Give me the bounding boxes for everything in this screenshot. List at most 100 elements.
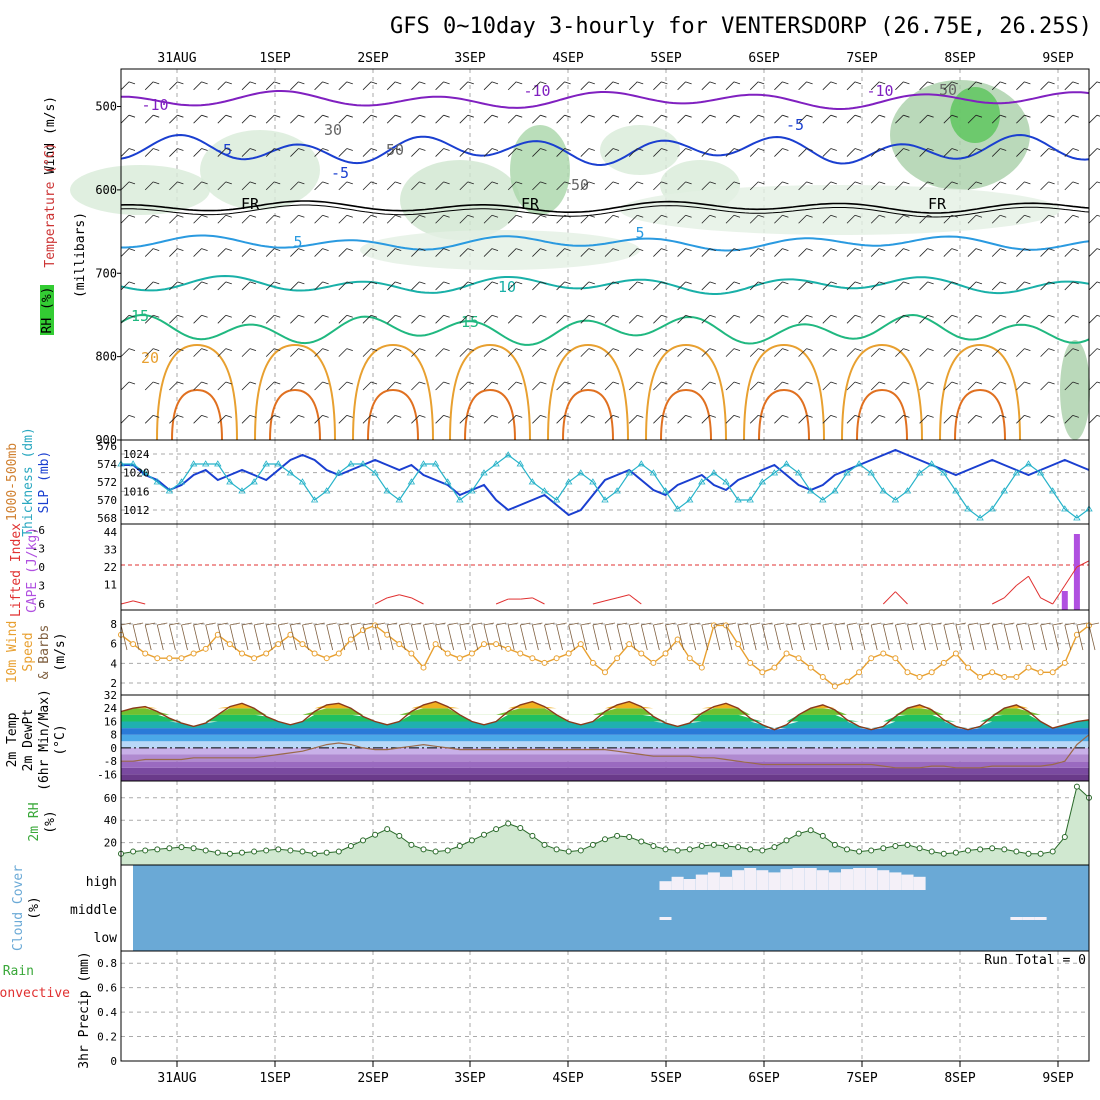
wind-barb — [1088, 381, 1098, 391]
wind-barb — [895, 214, 904, 224]
wind-speed-point — [299, 641, 306, 648]
wind-barb — [516, 214, 523, 218]
wind-barb — [193, 281, 202, 291]
wind-barb — [967, 281, 977, 291]
wind-barb — [951, 248, 958, 251]
thickness-point — [601, 496, 609, 503]
surface-wind-barb — [604, 622, 616, 626]
thickness-tick-label: 576 — [97, 440, 117, 453]
high-cloud-bar — [720, 876, 732, 890]
high-cloud-bar — [841, 869, 853, 890]
wind-barb — [322, 248, 329, 251]
wind-speed-point — [335, 650, 342, 657]
wind-barb — [604, 348, 614, 357]
surface-wind-barb — [1088, 622, 1100, 626]
thickness-point — [988, 505, 996, 512]
surface-wind-barb — [144, 624, 152, 651]
wind-barb — [612, 314, 620, 318]
high-cloud-bar — [913, 876, 926, 890]
wind-barb — [1016, 381, 1025, 391]
lifted-index-segment — [895, 591, 908, 605]
wind-barb — [951, 81, 958, 85]
wind-barb — [798, 415, 807, 424]
wind-barb — [516, 281, 523, 285]
wind-barb — [677, 281, 686, 291]
contour-label: -10 — [523, 82, 550, 100]
wind-barb — [483, 81, 493, 91]
wind-barb — [854, 281, 862, 285]
wind-barb — [1064, 181, 1074, 191]
wind-barb — [758, 214, 765, 218]
thickness-tick-label: 568 — [97, 512, 117, 525]
rh-point — [239, 849, 245, 856]
wind-barb — [1064, 381, 1074, 391]
wind-barb — [1000, 81, 1007, 85]
wind-barb — [782, 214, 789, 218]
wind-barb — [274, 281, 281, 285]
panel-ylabel: Speed — [21, 632, 36, 671]
wind-barb — [991, 248, 1001, 257]
surface-wind-barb — [701, 624, 709, 651]
wind-barb — [685, 114, 692, 118]
thickness-point — [1012, 469, 1021, 476]
rh-point — [856, 848, 863, 855]
wind-barb — [604, 281, 614, 291]
surface-wind-barb — [519, 624, 527, 651]
surface-wind-barb — [1028, 624, 1035, 651]
wind-barb — [153, 381, 160, 385]
wind-barb — [1000, 248, 1007, 251]
surface-wind-barb — [556, 622, 567, 626]
wind-speed-point — [807, 664, 814, 671]
wind-speed-point — [541, 659, 548, 666]
pressure-tick-label: 900 — [95, 433, 117, 447]
high-cloud-bar — [804, 868, 817, 890]
precip-label-convective: Convective — [0, 986, 70, 1001]
wind-barb — [1048, 314, 1055, 318]
wind-barb — [580, 348, 590, 357]
wind-barb — [758, 248, 765, 251]
wind-barb — [1088, 415, 1098, 424]
wind-barb — [395, 314, 402, 318]
wind-barb — [967, 114, 977, 124]
wind-barb — [943, 81, 953, 91]
wind-barb — [798, 214, 807, 224]
dewpt-line — [121, 734, 1090, 769]
wind-barb — [443, 381, 450, 385]
wind-barb — [604, 314, 614, 324]
wind-barb — [685, 381, 692, 385]
wind-barb — [943, 114, 953, 124]
wind-barb — [1048, 114, 1055, 118]
wind-barb — [895, 248, 904, 257]
wind-barb — [120, 81, 130, 91]
wind-barb — [459, 415, 469, 424]
wind-speed-point — [844, 678, 850, 685]
wind-barb — [314, 348, 323, 357]
surface-wind-barb — [181, 622, 192, 626]
wind-barb — [975, 81, 983, 85]
wind-barb — [1000, 381, 1007, 385]
wind-barb — [467, 214, 474, 218]
day-label-top: 2SEP — [357, 51, 388, 66]
wind-barb — [411, 248, 420, 257]
rh-point — [577, 847, 584, 854]
wind-barb — [895, 114, 904, 124]
slp-tick-label: 1012 — [123, 504, 150, 517]
isotherm-25 — [954, 388, 1006, 441]
wind-barb — [144, 114, 154, 124]
freezing-level-line — [120, 204, 1090, 218]
wind-barb — [483, 314, 493, 324]
day-label-bottom: 7SEP — [846, 1071, 877, 1086]
wind-barb — [612, 81, 620, 85]
wind-barb — [798, 181, 807, 191]
wind-barb — [661, 314, 668, 318]
surface-wind-barb — [919, 622, 930, 626]
thickness-point — [165, 487, 174, 494]
wind-speed-point — [747, 659, 754, 666]
temp-tick-label: 16 — [104, 715, 117, 728]
rh-shade — [70, 165, 210, 215]
contour-label: FR — [928, 195, 947, 213]
wind-speed-point — [650, 659, 657, 666]
wind-barb — [806, 81, 813, 85]
surface-wind-barb — [640, 624, 648, 651]
